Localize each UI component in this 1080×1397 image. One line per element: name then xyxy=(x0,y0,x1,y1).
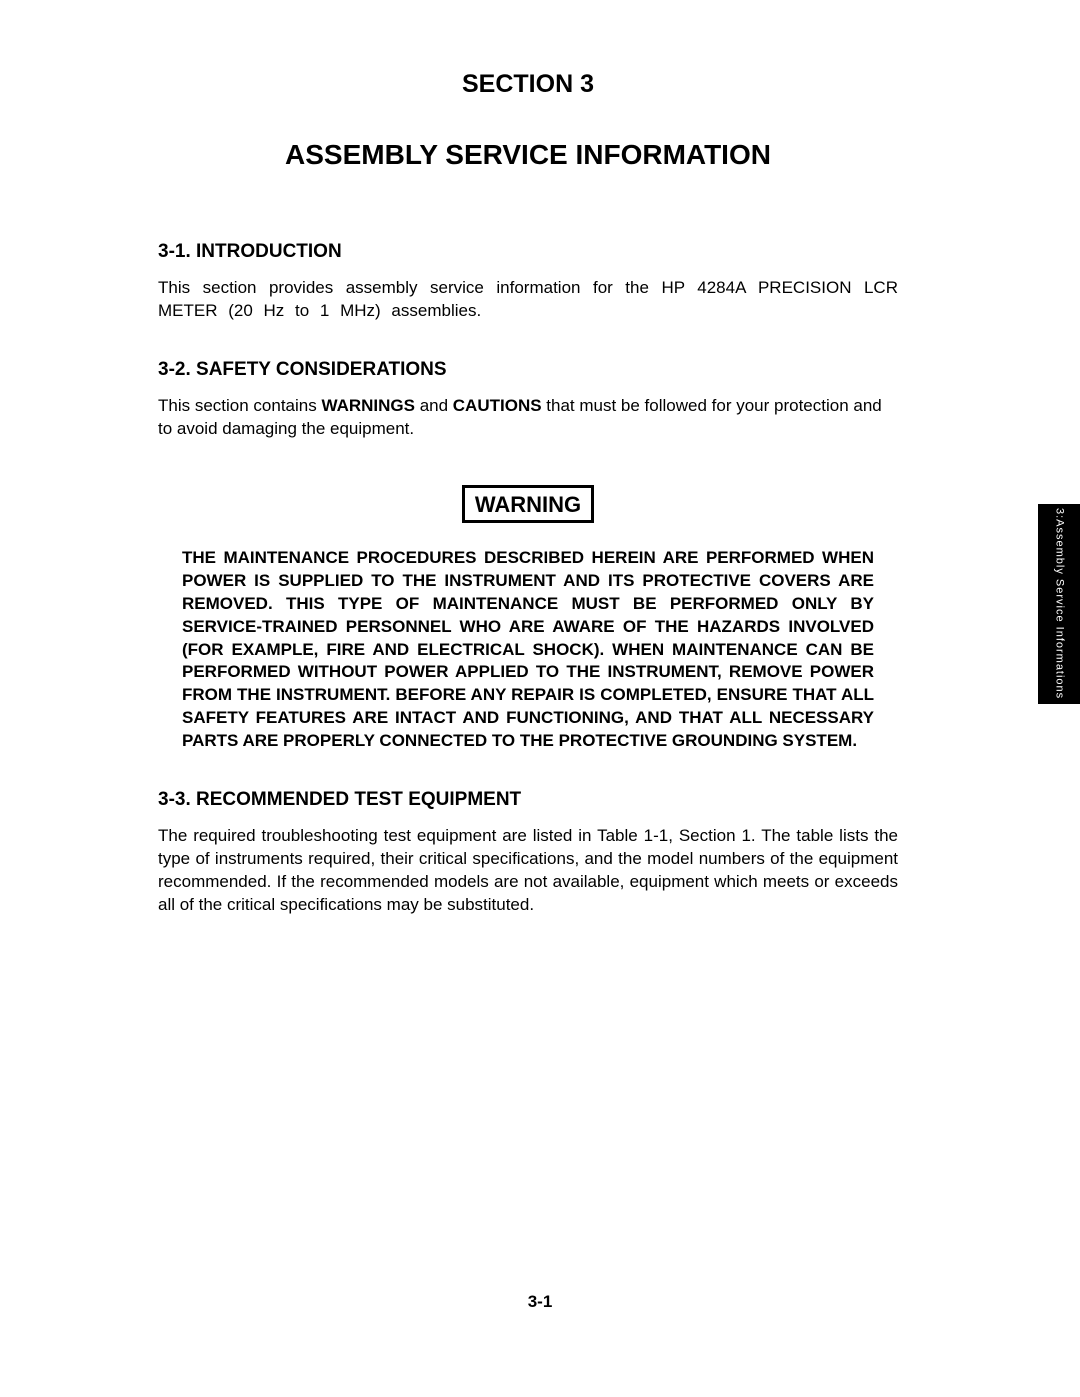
warning-box: WARNING xyxy=(462,485,594,523)
warning-box-container: WARNING xyxy=(158,485,898,523)
paragraph-equipment: The required troubleshooting test equipm… xyxy=(158,825,898,917)
text-run: and xyxy=(415,396,453,415)
text-run: This section contains xyxy=(158,396,321,415)
paragraph-introduction: This section provides assembly service i… xyxy=(158,277,898,323)
bold-cautions: CAUTIONS xyxy=(453,396,542,415)
heading-introduction: 3-1. INTRODUCTION xyxy=(158,241,898,263)
section-number: SECTION 3 xyxy=(158,70,898,99)
heading-safety: 3-2. SAFETY CONSIDERATIONS xyxy=(158,359,898,381)
page-content: SECTION 3 ASSEMBLY SERVICE INFORMATION 3… xyxy=(158,70,898,953)
bold-warnings: WARNINGS xyxy=(321,396,415,415)
main-title: ASSEMBLY SERVICE INFORMATION xyxy=(158,139,898,171)
heading-equipment: 3-3. RECOMMENDED TEST EQUIPMENT xyxy=(158,789,898,811)
side-tab: 3:Assembly Service Informations xyxy=(1038,504,1080,704)
paragraph-safety: This section contains WARNINGS and CAUTI… xyxy=(158,395,898,441)
warning-paragraph: THE MAINTENANCE PROCEDURES DESCRIBED HER… xyxy=(182,547,874,753)
page-number: 3-1 xyxy=(0,1292,1080,1312)
side-tab-label: 3:Assembly Service Informations xyxy=(1051,508,1066,699)
